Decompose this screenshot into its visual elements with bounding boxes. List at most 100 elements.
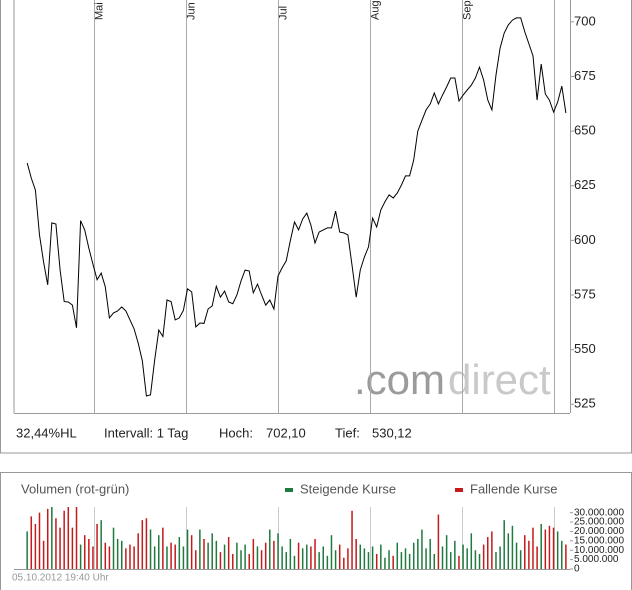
month-label: Mai (93, 2, 105, 20)
timestamp: 05.10.2012 19:40 Uhr (12, 573, 109, 584)
volume-bar (511, 525, 514, 569)
y-tick-label: 5.000.000 (574, 554, 619, 565)
volume-bar (458, 555, 460, 569)
volume-bar (540, 523, 542, 569)
volume-bar (417, 538, 419, 569)
volume-bar (306, 544, 308, 569)
high-value: 702,10 (266, 425, 306, 440)
volume-bar (71, 527, 74, 569)
volume-bar (46, 508, 49, 569)
volume-bar (260, 550, 263, 569)
volume-bar (301, 548, 304, 569)
volume-bar (491, 531, 493, 569)
volume-bar (108, 546, 111, 569)
y-tick-label: 20.000.000 (574, 526, 624, 537)
volume-bar (404, 548, 407, 569)
volume-bar (544, 529, 547, 569)
volume-bar (347, 548, 349, 569)
volume-bar (519, 550, 522, 569)
volume-bar (104, 542, 107, 569)
volume-bar (244, 544, 246, 569)
volume-bar (195, 550, 197, 569)
volume-bar (75, 507, 78, 569)
volume-bar (273, 540, 275, 569)
volume-bar (199, 529, 201, 569)
volume-bar (425, 548, 427, 569)
volume-bar (153, 546, 156, 569)
interval-info: Intervall: 1 Tag (104, 425, 188, 440)
volume-bar (462, 544, 464, 569)
y-tick-label: 30.000.000 (574, 507, 624, 518)
volume-bar (499, 546, 501, 569)
volume-bar (565, 544, 567, 569)
volume-bar (334, 550, 337, 569)
volume-bar (487, 537, 489, 569)
volume-bar (51, 507, 53, 569)
volume-bar (34, 523, 37, 569)
volume-bar (223, 544, 226, 569)
low-label: Tief: (335, 425, 360, 440)
volume-bar (396, 542, 399, 569)
volume-bar (190, 535, 193, 569)
watermark-com: .com (354, 356, 445, 403)
volume-bar (515, 542, 518, 569)
volume-bar (96, 523, 98, 569)
volume-bar (548, 525, 551, 569)
volume-bar (318, 552, 320, 569)
volume-bar (429, 538, 431, 569)
y-tick-label: 650 (574, 123, 596, 138)
volume-bar (125, 548, 127, 569)
volume-bar (322, 546, 325, 569)
low-value: 530,12 (372, 425, 412, 440)
volume-bar (437, 514, 440, 569)
y-tick-label: 575 (574, 286, 596, 301)
volume-bar (343, 557, 345, 569)
volume-bar (503, 520, 505, 569)
volume-bar (248, 553, 250, 569)
y-tick-label: 675 (574, 68, 596, 83)
month-label: Jul (277, 6, 289, 20)
volume-bar (256, 546, 259, 569)
volume-bar (371, 546, 374, 569)
volume-bar (421, 529, 423, 569)
volume-bar (556, 531, 559, 569)
volume-bar (470, 533, 473, 569)
high-label: Hoch: (219, 425, 253, 440)
volume-bar (441, 546, 444, 569)
volume-bar (55, 518, 57, 569)
volume-bar (178, 537, 181, 569)
volume-bar (137, 533, 139, 569)
volume-bar (38, 512, 41, 569)
volume-bar (478, 553, 481, 569)
volume-bar (412, 542, 415, 569)
volume-bar (532, 527, 534, 569)
volume-bar (552, 527, 555, 569)
range-info: 32,44%HL (16, 425, 77, 440)
volume-bar (141, 520, 144, 569)
volume-bar (42, 540, 45, 569)
volume-bar (145, 518, 148, 569)
volume-bar (367, 552, 370, 569)
y-tick-label: 10.000.000 (574, 545, 624, 556)
legend-swatch (285, 488, 293, 492)
volume-bar (59, 527, 61, 569)
volume-bar (67, 507, 70, 569)
volume-bar (269, 529, 271, 569)
volume-bar (326, 555, 329, 569)
volume-bar (561, 540, 563, 569)
volume-bar (158, 535, 160, 569)
y-tick-label: 700 (574, 13, 596, 28)
volume-bar (100, 520, 102, 569)
volume-bar (495, 552, 497, 569)
volume-bar (129, 544, 131, 569)
volume-bar (120, 540, 123, 569)
volume-bar (133, 546, 135, 569)
volume-bar (297, 542, 300, 569)
volume-bar (219, 552, 222, 569)
volume-bar (116, 538, 119, 569)
volume-bar (314, 538, 316, 569)
volume-bar (236, 542, 238, 569)
month-label: Jun (185, 2, 197, 20)
volume-bar (466, 548, 468, 569)
